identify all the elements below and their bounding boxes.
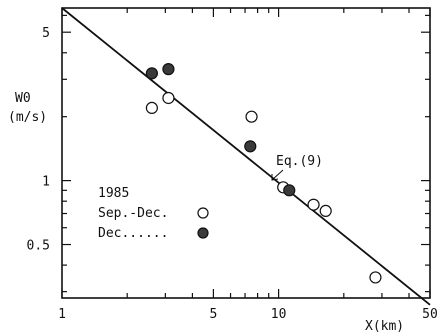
data-point-open	[369, 271, 382, 284]
y-tick-label: 0.5	[27, 239, 50, 254]
y-tick-label: 5	[42, 26, 50, 41]
x-tick-label: 50	[422, 307, 438, 322]
x-tick-label: 5	[209, 307, 217, 322]
plot-frame	[61, 7, 431, 299]
y-tick-label: 1	[42, 175, 50, 190]
y-axis-label-line1: W0	[15, 91, 31, 106]
data-point-filled	[283, 184, 296, 197]
annotation-label: Eq.(9)	[276, 154, 323, 169]
y-axis-label-line2: (m/s)	[8, 110, 47, 125]
data-point-filled	[244, 140, 257, 153]
data-point-filled	[145, 67, 158, 80]
annotation-arrow	[271, 169, 284, 181]
legend-entry-sep-dec-label: Sep.-Dec.	[98, 206, 168, 221]
data-point-open	[307, 198, 320, 211]
x-axis-label: X(km)	[365, 319, 404, 334]
legend-open-circle-marker	[197, 207, 209, 219]
data-points	[145, 63, 382, 284]
tick-labels: 1 5 10 50 0.5 1 5	[27, 26, 438, 322]
fit-line	[61, 7, 431, 306]
x-tick-label: 1	[58, 307, 66, 322]
annotation-arrowhead	[271, 174, 279, 181]
data-point-open	[162, 91, 175, 105]
data-point-open	[145, 101, 158, 115]
legend-filled-circle-marker	[197, 227, 209, 239]
ticks	[61, 8, 431, 298]
legend-entry-dec-label: Dec......	[98, 226, 168, 241]
data-point-open	[245, 110, 258, 123]
data-point-filled	[162, 63, 175, 76]
x-tick-label: 10	[271, 307, 287, 322]
legend-title: 1985	[98, 186, 129, 201]
data-point-open	[319, 204, 332, 218]
